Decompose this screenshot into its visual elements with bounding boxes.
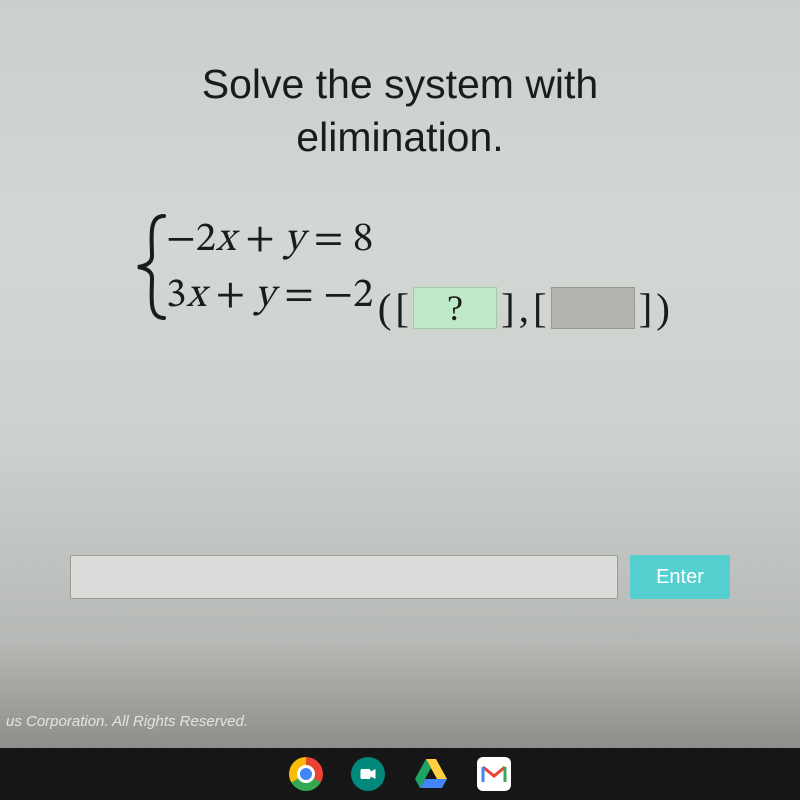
enter-button[interactable]: Enter (630, 555, 730, 599)
equation-1: −2x + y = 8 (166, 212, 373, 267)
left-brace-icon (130, 212, 170, 322)
answer-sep: , (519, 284, 529, 332)
equation-system: −2x + y = 8 3x + y = −2 (130, 212, 373, 323)
equation-2: 3x + y = −2 (166, 268, 373, 323)
answer-input-row: Enter (70, 555, 730, 599)
answer-open-paren: ( (378, 284, 392, 332)
prompt-line-2: elimination. (0, 113, 800, 162)
answer-slot-y[interactable] (551, 287, 635, 329)
meet-icon[interactable] (351, 757, 385, 791)
drive-icon[interactable] (413, 757, 449, 791)
taskbar (0, 748, 800, 800)
chrome-icon[interactable] (289, 757, 323, 791)
problem-card: Solve the system with elimination. −2x +… (0, 0, 800, 363)
answer-slot-x[interactable]: ? (413, 287, 497, 329)
gmail-icon[interactable] (477, 757, 511, 791)
answer-template: ( [ ? ] , [ ] ) (378, 284, 670, 332)
copyright-text: us Corporation. All Rights Reserved. (0, 713, 248, 730)
prompt-line-1: Solve the system with (0, 60, 800, 109)
answer-input[interactable] (70, 555, 618, 599)
answer-close-paren: ) (656, 284, 670, 332)
